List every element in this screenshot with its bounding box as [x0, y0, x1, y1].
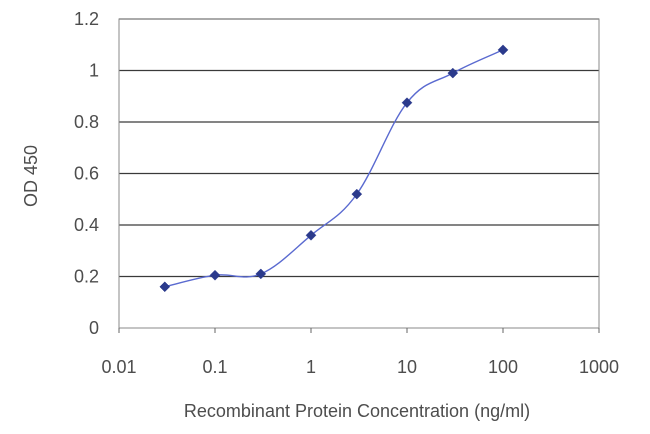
y-tick-label: 0.8 [74, 112, 99, 132]
y-tick-label: 0 [89, 318, 99, 338]
data-point-marker [447, 67, 459, 79]
plot-area-frame [118, 18, 600, 329]
y-axis-title: OD 450 [21, 145, 41, 207]
x-axis-title: Recombinant Protein Concentration (ng/ml… [184, 401, 530, 421]
x-tick-label: 1 [306, 357, 316, 377]
x-tick-label: 100 [488, 357, 518, 377]
series-line [164, 49, 504, 288]
x-axis-tick-labels: 0.01 0.1 1 10 100 1000 [101, 357, 619, 377]
x-tick-label: 10 [397, 357, 417, 377]
x-tick-label: 0.1 [202, 357, 227, 377]
x-tick-label: 0.01 [101, 357, 136, 377]
data-point-marker [209, 269, 221, 281]
y-tick-label: 1 [89, 61, 99, 81]
y-tick-label: 0.6 [74, 164, 99, 184]
x-axis-tick-marks [118, 328, 600, 333]
y-tick-label: 0.4 [74, 215, 99, 235]
data-point-marker [305, 229, 317, 241]
data-point-marker [401, 97, 413, 109]
data-point-marker [159, 281, 171, 293]
y-axis-tick-labels: 0 0.2 0.4 0.6 0.8 1 1.2 [74, 9, 99, 338]
data-series [159, 44, 509, 293]
data-point-marker [497, 44, 509, 56]
data-point-marker [351, 188, 363, 200]
gridlines [119, 18, 599, 278]
y-tick-label: 0.2 [74, 267, 99, 287]
data-point-marker [255, 268, 267, 280]
x-tick-label: 1000 [579, 357, 619, 377]
y-tick-label: 1.2 [74, 9, 99, 29]
